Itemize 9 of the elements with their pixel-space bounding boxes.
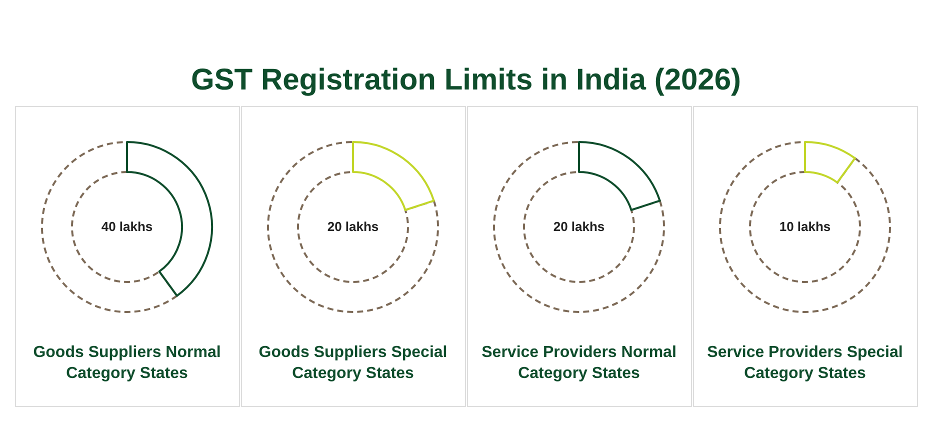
text: Goods Suppliers Special Category States bbox=[258, 344, 448, 382]
text: Goods Suppliers Normal Category States bbox=[33, 344, 221, 382]
text: Service Providers Special Category States bbox=[707, 344, 903, 382]
data-label: 10 lakhs bbox=[779, 219, 831, 234]
data-label: 20 lakhs bbox=[553, 219, 605, 234]
text: Service Providers Normal Category States bbox=[482, 344, 676, 382]
data-label: 40 lakhs bbox=[101, 219, 153, 234]
data-label: 20 lakhs bbox=[327, 219, 379, 234]
text: GST Registration Limits in India (2026) bbox=[190, 64, 742, 96]
